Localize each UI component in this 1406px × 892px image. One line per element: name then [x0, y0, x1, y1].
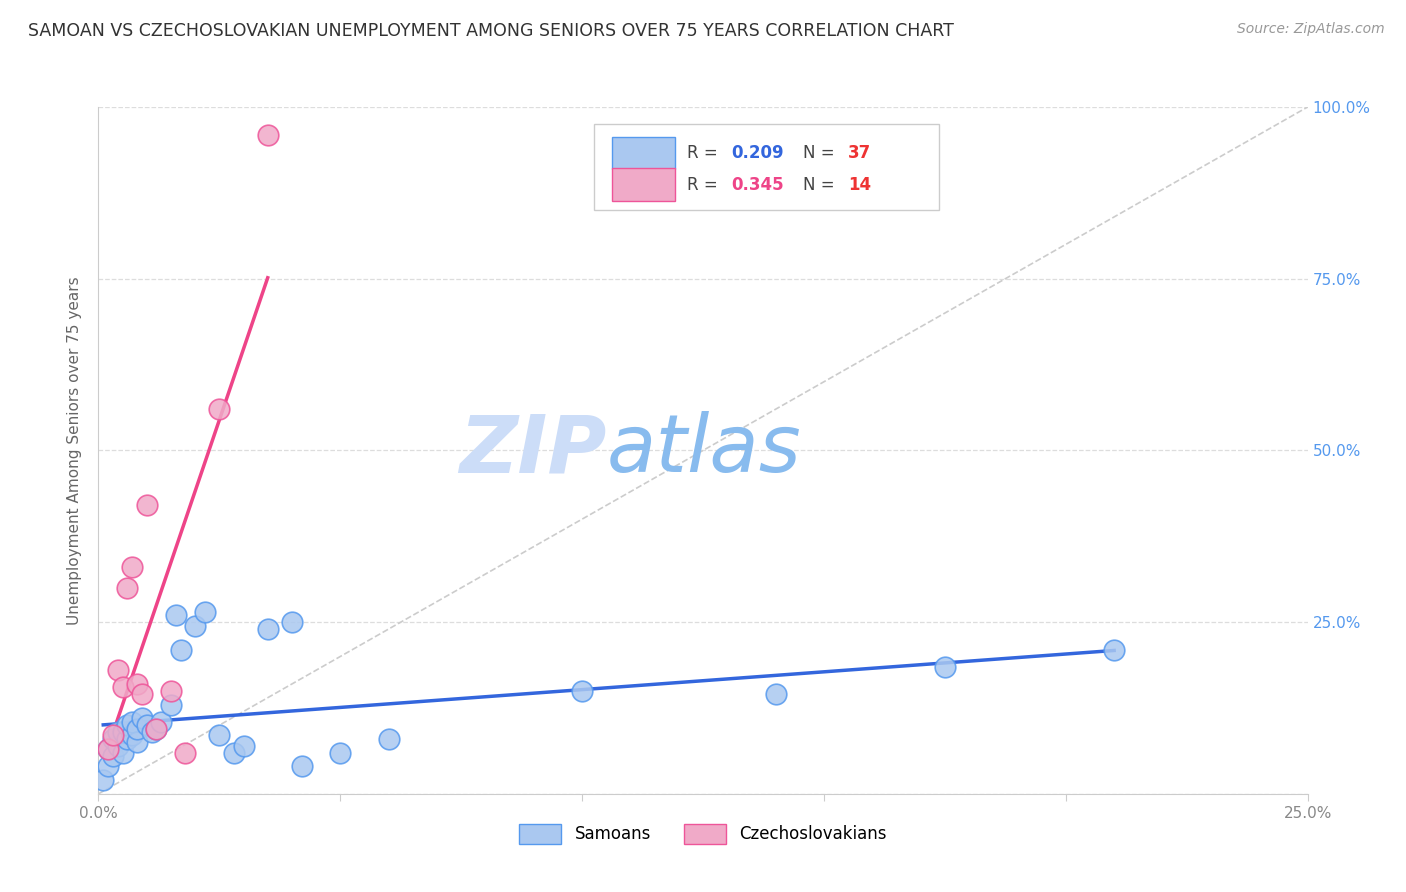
Legend: Samoans, Czechoslovakians: Samoans, Czechoslovakians — [513, 817, 893, 851]
Point — [107, 663, 129, 677]
Text: SAMOAN VS CZECHOSLOVAKIAN UNEMPLOYMENT AMONG SENIORS OVER 75 YEARS CORRELATION C: SAMOAN VS CZECHOSLOVAKIAN UNEMPLOYMENT A… — [28, 22, 955, 40]
Point — [377, 731, 399, 746]
Text: Source: ZipAtlas.com: Source: ZipAtlas.com — [1237, 22, 1385, 37]
Point — [934, 660, 956, 674]
Y-axis label: Unemployment Among Seniors over 75 years: Unemployment Among Seniors over 75 years — [67, 277, 83, 624]
Point — [160, 698, 183, 712]
Point — [111, 725, 134, 739]
Text: R =: R = — [688, 176, 723, 194]
Text: R =: R = — [688, 144, 723, 162]
Text: 0.345: 0.345 — [731, 176, 783, 194]
Point — [145, 722, 167, 736]
Point — [184, 618, 207, 632]
FancyBboxPatch shape — [613, 168, 675, 201]
Point — [131, 687, 153, 701]
Text: N =: N = — [803, 176, 841, 194]
Point — [121, 729, 143, 743]
Point — [232, 739, 254, 753]
Point — [169, 642, 191, 657]
Point — [101, 731, 124, 746]
Point — [127, 677, 149, 691]
Point — [101, 729, 124, 743]
Text: 0.209: 0.209 — [731, 144, 783, 162]
Point — [256, 622, 278, 636]
Point — [121, 560, 143, 574]
Point — [222, 746, 245, 760]
Text: 37: 37 — [848, 144, 872, 162]
Point — [150, 714, 173, 729]
FancyBboxPatch shape — [613, 136, 675, 169]
Point — [117, 731, 139, 746]
Point — [290, 759, 312, 773]
Point — [127, 735, 149, 749]
Text: ZIP: ZIP — [458, 411, 606, 490]
Point — [97, 742, 120, 756]
Point — [107, 739, 129, 753]
Point — [111, 746, 134, 760]
Point — [145, 722, 167, 736]
Point — [160, 683, 183, 698]
Point — [1102, 642, 1125, 657]
Point — [281, 615, 304, 630]
Text: atlas: atlas — [606, 411, 801, 490]
Point — [91, 773, 114, 788]
Point — [135, 718, 157, 732]
Point — [135, 499, 157, 513]
Point — [121, 714, 143, 729]
Point — [329, 746, 352, 760]
Point — [571, 683, 593, 698]
Point — [111, 681, 134, 695]
Text: N =: N = — [803, 144, 841, 162]
Point — [765, 687, 787, 701]
Point — [97, 742, 120, 756]
Point — [256, 128, 278, 142]
Point — [194, 605, 217, 619]
Point — [165, 608, 187, 623]
Point — [174, 746, 197, 760]
Point — [208, 729, 231, 743]
FancyBboxPatch shape — [595, 124, 939, 211]
Point — [208, 402, 231, 417]
Point — [141, 725, 163, 739]
Point — [117, 718, 139, 732]
Point — [131, 711, 153, 725]
Point — [101, 749, 124, 764]
Text: 14: 14 — [848, 176, 872, 194]
Point — [117, 581, 139, 595]
Point — [127, 722, 149, 736]
Point — [107, 725, 129, 739]
Point — [97, 759, 120, 773]
